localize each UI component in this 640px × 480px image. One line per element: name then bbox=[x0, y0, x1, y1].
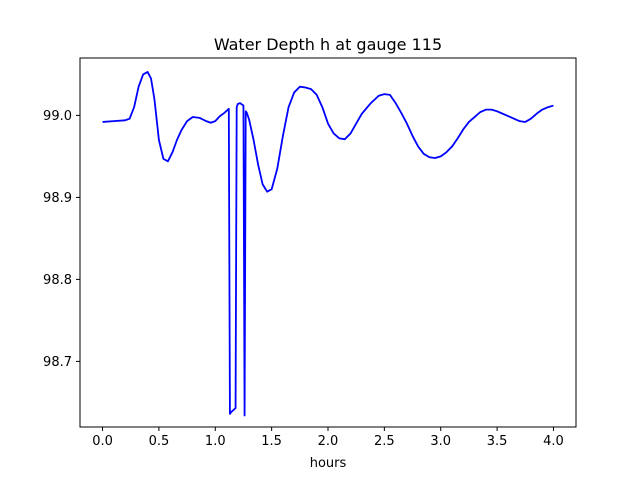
x-tick-label: 2.5 bbox=[374, 434, 395, 449]
x-tick-label: 1.0 bbox=[205, 434, 226, 449]
x-tick-label: 1.5 bbox=[261, 434, 282, 449]
y-tick-label: 99.0 bbox=[43, 109, 72, 124]
chart-title: Water Depth h at gauge 115 bbox=[214, 35, 442, 54]
x-tick-label: 3.0 bbox=[430, 434, 451, 449]
y-tick-label: 98.9 bbox=[43, 191, 72, 206]
x-tick-label: 4.0 bbox=[543, 434, 564, 449]
y-tick-label: 98.7 bbox=[43, 355, 72, 370]
x-tick-label: 2.0 bbox=[318, 434, 339, 449]
axis-ticks: 0.0 0.5 1.0 1.5 2.0 2.5 3.0 3.5 4.0 98.7 98.8 98.9 9… bbox=[43, 109, 564, 449]
x-tick-label: 0.5 bbox=[149, 434, 170, 449]
x-tick-label: 0.0 bbox=[92, 434, 113, 449]
axes-frame bbox=[79, 57, 577, 428]
x-tick-label: 3.5 bbox=[487, 434, 508, 449]
y-tick-label: 98.8 bbox=[43, 273, 72, 288]
series-line-0 bbox=[102, 71, 554, 417]
x-axis-label: hours bbox=[310, 456, 347, 471]
plot-area bbox=[102, 71, 554, 417]
